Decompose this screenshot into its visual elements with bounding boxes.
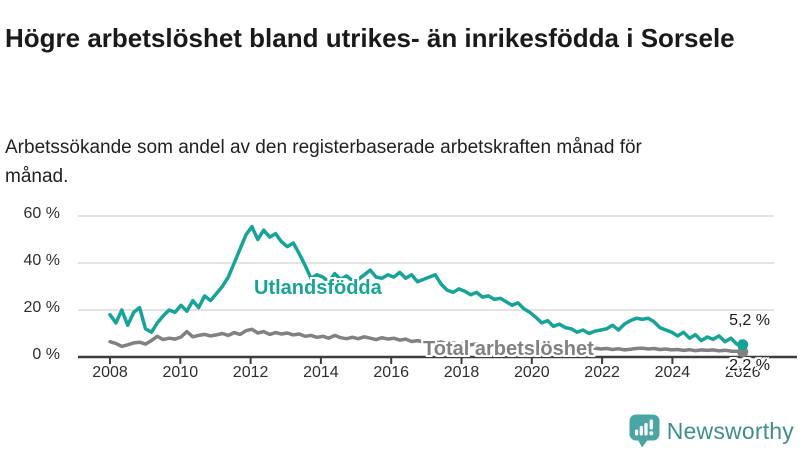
x-tick-label: 2026	[724, 364, 761, 381]
series-label-utlandsfodda: Utlandsfödda	[254, 277, 382, 299]
end-value-label-utlandsfodda: 5,2 %	[729, 312, 770, 329]
x-tick-label: 2012	[232, 364, 269, 381]
newsworthy-logo-icon	[629, 414, 660, 448]
x-tick-label: 2022	[584, 364, 620, 381]
x-tick-label: 2020	[514, 364, 550, 381]
x-tick-label: 2024	[654, 364, 691, 381]
x-tick-label: 2016	[373, 364, 409, 381]
y-tick-label: 40 %	[23, 252, 60, 269]
y-tick-label: 20 %	[23, 299, 60, 316]
end-value-label-total: 2,2 %	[729, 357, 770, 374]
line-series-total	[108, 327, 745, 354]
x-tick-label: 2010	[162, 364, 199, 381]
series-label-total-arbetsloshet: Total arbetslöshet	[423, 338, 594, 360]
x-tick-label: 2018	[443, 364, 480, 381]
newsworthy-logo: Newsworthy	[629, 414, 794, 448]
x-tick-label: 2014	[303, 364, 339, 381]
page-title: Högre arbetslöshet bland utrikes- än inr…	[5, 23, 735, 54]
x-tick-label: 2008	[92, 364, 128, 381]
y-tick-label: 60 %	[23, 205, 60, 222]
newsworthy-logo-text: Newsworthy	[666, 417, 794, 444]
end-dot-utlandsfodda	[737, 339, 749, 351]
chart-subtitle: Arbetssökande som andel av den registerb…	[5, 137, 642, 187]
y-tick-label: 0 %	[32, 346, 60, 363]
line-series-utlandsfodda	[108, 224, 745, 347]
